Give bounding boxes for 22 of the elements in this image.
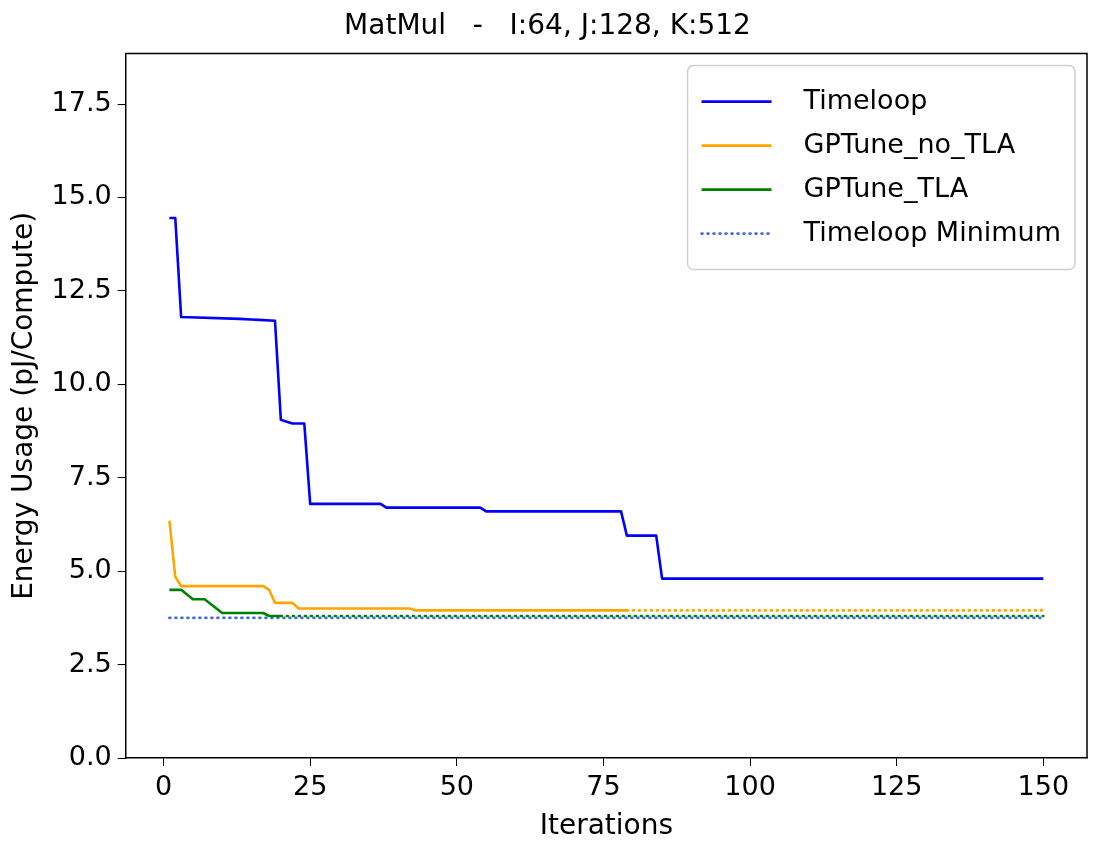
x-tick-label: 25 bbox=[292, 770, 328, 802]
x-axis-title: Iterations bbox=[539, 808, 674, 842]
x-tick-label: 0 bbox=[154, 770, 173, 802]
y-tick-label: 0.0 bbox=[68, 740, 112, 772]
x-tick-label: 50 bbox=[439, 770, 474, 802]
legend-label: GPTune_TLA bbox=[803, 171, 969, 203]
y-tick-label: 12.5 bbox=[51, 272, 112, 304]
legend-label: GPTune_no_TLA bbox=[803, 127, 1016, 159]
legend-label: Timeloop Minimum bbox=[802, 215, 1062, 247]
y-axis-title: Energy Usage (pJ/Compute) bbox=[6, 211, 40, 600]
x-tick-label: 125 bbox=[870, 770, 923, 802]
y-tick-label: 15.0 bbox=[51, 179, 112, 211]
x-tick-label: 100 bbox=[724, 770, 776, 802]
y-tick-label: 10.0 bbox=[51, 366, 112, 398]
x-tick-label: 75 bbox=[586, 770, 621, 802]
x-tick-label: 150 bbox=[1017, 770, 1070, 802]
legend-label: Timeloop bbox=[802, 83, 928, 115]
chart-title: MatMul - I:64, J:128, K:512 bbox=[344, 8, 751, 42]
y-tick-label: 5.0 bbox=[68, 553, 112, 585]
y-tick-label: 17.5 bbox=[51, 86, 112, 118]
y-tick-label: 2.5 bbox=[68, 646, 112, 678]
y-tick-label: 7.5 bbox=[68, 459, 112, 491]
